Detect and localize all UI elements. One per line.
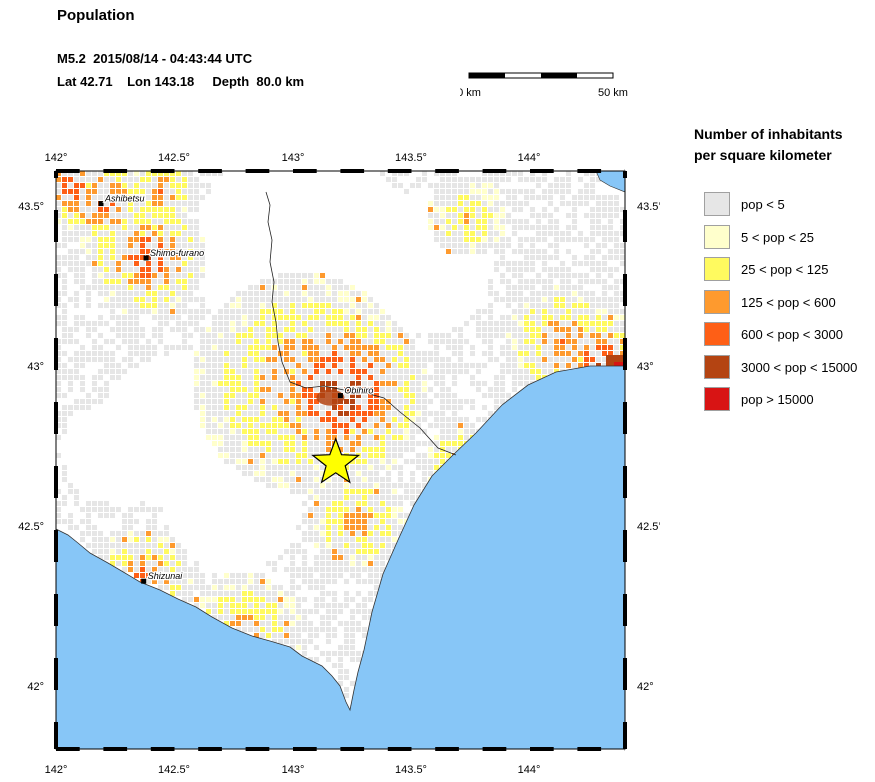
lon-label-bottom-142.5: 142.5° bbox=[158, 764, 190, 776]
legend-label: pop < 5 bbox=[741, 197, 785, 212]
population-density-layer bbox=[56, 171, 625, 710]
legend-label: 3000 < pop < 15000 bbox=[741, 359, 858, 375]
city-marker-icon bbox=[337, 393, 343, 399]
lon-label-bottom-143: 143° bbox=[282, 764, 305, 776]
prefecture-boundary bbox=[265, 191, 457, 456]
legend-title-line2: per square kilometer bbox=[694, 147, 832, 163]
city-marker-icon bbox=[98, 201, 104, 207]
lon-tick-labels-top: 142° 142.5° 143° 143.5° 144° bbox=[45, 152, 541, 164]
legend-swatch bbox=[704, 257, 730, 281]
legend-title-line1: Number of inhabitants bbox=[694, 126, 843, 142]
lat-label-left-43.5: 43.5° bbox=[18, 201, 44, 213]
legend-swatch bbox=[704, 322, 730, 346]
lon-label-top-144: 144° bbox=[518, 152, 541, 164]
lat-label-left-42: 42° bbox=[27, 681, 44, 693]
ocean bbox=[56, 365, 625, 749]
city-marker-icon bbox=[141, 578, 147, 584]
legend-swatch bbox=[704, 289, 730, 314]
lat-tick-labels-right: 43.5° 43° 42.5° 42° bbox=[637, 201, 660, 693]
lat-label-right-42.5: 42.5° bbox=[637, 521, 660, 533]
legend-swatch bbox=[704, 192, 730, 216]
legend-title: Number of inhabitants per square kilomet… bbox=[694, 124, 843, 166]
lat-label-right-43.5: 43.5° bbox=[637, 201, 660, 213]
map-title: Population bbox=[57, 7, 135, 24]
map-frame bbox=[54, 169, 627, 751]
scale-left-label: 0 km bbox=[460, 87, 481, 99]
city-label: Shizunai bbox=[148, 571, 184, 581]
scale-bar: 0 km 50 km bbox=[460, 72, 628, 99]
population-map: 142° 142.5° 143° 143.5° 144° 142° 142.5°… bbox=[18, 152, 660, 776]
lon-label-bottom-144: 144° bbox=[518, 764, 541, 776]
legend-swatch bbox=[704, 387, 730, 411]
lat-tick-labels-left: 43.5° 43° 42.5° 42° bbox=[18, 201, 44, 693]
lon-label-bottom-142: 142° bbox=[45, 764, 68, 776]
epicenter-star-icon bbox=[311, 437, 361, 484]
legend-label: 125 < pop < 600 bbox=[741, 294, 836, 310]
legend-label: pop > 15000 bbox=[741, 392, 814, 407]
city-markers: Ashibetsu Shimo-furano Obihiro Shizunai bbox=[98, 192, 375, 584]
lon-label-top-143.5: 143.5° bbox=[395, 152, 427, 164]
lon-label-bottom-143.5: 143.5° bbox=[395, 764, 427, 776]
legend-label: 5 < pop < 25 bbox=[741, 229, 815, 245]
lat-label-left-43: 43° bbox=[27, 361, 44, 373]
lon-tick-labels-bottom: 142° 142.5° 143° 143.5° 144° bbox=[45, 764, 541, 776]
ocean-northeast-corner bbox=[595, 171, 625, 193]
legend-label: 600 < pop < 3000 bbox=[741, 327, 843, 342]
city-marker-icon bbox=[143, 255, 149, 261]
location-info: Lat 42.71 Lon 143.18 Depth 80.0 km bbox=[57, 74, 305, 89]
city-label: Ashibetsu bbox=[104, 194, 145, 204]
legend-swatch bbox=[704, 224, 730, 249]
lon-label-top-142.5: 142.5° bbox=[158, 152, 190, 164]
city-label: Obihiro bbox=[344, 386, 373, 396]
lat-label-left-42.5: 42.5° bbox=[18, 521, 44, 533]
lat-label-right-43: 43° bbox=[637, 361, 654, 373]
lon-label-top-143: 143° bbox=[282, 152, 305, 164]
event-info: M5.2 2015/08/14 - 04:43:44 UTC bbox=[57, 51, 253, 66]
lon-label-top-142: 142° bbox=[45, 152, 68, 164]
lat-label-right-42: 42° bbox=[637, 681, 654, 693]
legend-label: 25 < pop < 125 bbox=[741, 262, 829, 277]
legend-swatch bbox=[704, 354, 730, 379]
scale-right-label: 50 km bbox=[598, 87, 628, 99]
city-label: Shimo-furano bbox=[150, 248, 204, 258]
